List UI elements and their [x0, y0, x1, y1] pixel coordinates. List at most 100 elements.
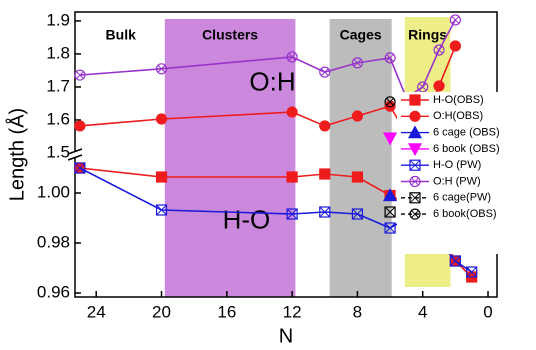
x-tick-label: 24 — [87, 302, 106, 321]
marker — [409, 192, 421, 204]
legend-label: O:H (PW) — [433, 175, 481, 187]
marker-cross — [353, 58, 362, 67]
marker — [286, 208, 298, 220]
marker — [384, 96, 396, 108]
marker — [155, 63, 168, 75]
y-tick-label: 0.98 — [37, 232, 70, 251]
marker — [384, 52, 396, 64]
marker-cross — [384, 206, 396, 218]
marker-cross — [156, 204, 167, 216]
axis-break — [69, 152, 81, 158]
marker-cross — [286, 208, 298, 220]
marker-cross — [409, 159, 421, 171]
break-mark — [67, 148, 83, 155]
legend-label: H-O(OBS) — [433, 94, 484, 106]
marker — [449, 14, 461, 26]
marker — [286, 51, 298, 63]
marker — [433, 80, 445, 92]
x-axis-label: N — [279, 325, 293, 347]
marker — [409, 94, 421, 106]
marker-cross — [418, 83, 427, 91]
y2-tick-label: 1.9 — [46, 10, 70, 29]
marker-cross — [288, 53, 297, 61]
region — [329, 19, 392, 297]
marker — [417, 81, 429, 93]
marker-cross — [75, 71, 84, 79]
marker-cross — [411, 210, 419, 219]
y-tick-label: 1.00 — [37, 182, 70, 201]
marker-cross — [411, 177, 419, 186]
x-tick-label: 12 — [283, 302, 302, 321]
marker — [449, 40, 461, 52]
marker-cross — [386, 97, 394, 106]
marker-cross — [74, 162, 86, 174]
legend-label: H-O (PW) — [433, 159, 481, 171]
marker — [286, 171, 298, 183]
legend-label: 6 cage(PW) — [433, 192, 491, 204]
marker-cross — [157, 64, 166, 73]
annotation: H-O — [223, 205, 271, 235]
annotation: O:H — [249, 67, 295, 97]
marker — [409, 159, 421, 171]
marker — [319, 206, 331, 218]
marker — [409, 208, 421, 220]
marker — [74, 162, 86, 174]
x-tick-label: 8 — [353, 302, 362, 321]
marker — [384, 222, 396, 234]
legend-label: O:H(OBS) — [433, 110, 483, 122]
marker — [319, 66, 331, 78]
y-tick-label: 0.96 — [37, 282, 70, 301]
marker — [155, 113, 168, 125]
y2-tick-label: 1.6 — [46, 109, 70, 128]
marker — [155, 204, 168, 216]
marker — [351, 208, 364, 220]
marker — [286, 106, 298, 118]
marker — [155, 171, 168, 183]
marker — [74, 69, 86, 81]
legend-label: 6 cage (OBS) — [433, 127, 500, 139]
marker — [383, 188, 398, 202]
region-label: Bulk — [106, 27, 137, 43]
marker — [351, 110, 364, 122]
legend-label: 6 book(OBS) — [433, 208, 497, 220]
marker-cross — [352, 208, 363, 220]
break-mark — [67, 154, 83, 161]
marker — [409, 110, 421, 122]
marker-cross — [435, 46, 443, 54]
marker — [407, 143, 423, 157]
series-line — [79, 19, 457, 100]
marker-cross — [451, 16, 460, 24]
x-tick-label: 20 — [152, 302, 171, 321]
region-label: Clusters — [202, 27, 258, 43]
x-tick-label: 4 — [418, 302, 427, 321]
marker-cross — [384, 222, 396, 234]
region-label: Rings — [408, 27, 447, 43]
marker — [383, 132, 398, 146]
marker-cross — [409, 192, 421, 204]
y-axis-label: Length (Å) — [5, 108, 28, 201]
legend: H-O(OBS) O:H(OBS) 6 cage (OBS) 6 book (OBS)… — [397, 92, 533, 254]
marker — [433, 44, 445, 56]
marker — [319, 168, 331, 180]
marker — [351, 57, 364, 69]
legend-label: 6 book (OBS) — [433, 143, 500, 155]
marker — [351, 171, 364, 183]
marker — [449, 255, 461, 267]
region — [164, 19, 296, 297]
marker-cross — [450, 255, 461, 267]
region-label: Cages — [340, 27, 382, 43]
marker-cross — [319, 206, 331, 218]
marker — [407, 125, 423, 139]
y2-tick-label: 1.5 — [46, 143, 70, 162]
marker — [466, 266, 478, 278]
marker-cross — [466, 266, 478, 278]
x-tick-label: 16 — [217, 302, 236, 321]
x-tick-label: 0 — [483, 302, 492, 321]
marker-cross — [386, 54, 394, 62]
marker-cross — [320, 68, 329, 77]
y2-tick-label: 1.7 — [46, 76, 70, 95]
marker — [319, 120, 331, 132]
y2-tick-label: 1.8 — [46, 43, 70, 62]
marker — [74, 120, 86, 132]
